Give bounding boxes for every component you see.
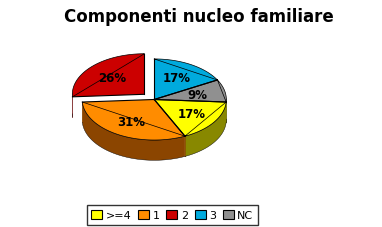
Polygon shape <box>154 81 226 103</box>
Polygon shape <box>83 100 185 141</box>
Text: 31%: 31% <box>118 115 146 128</box>
Polygon shape <box>185 103 226 157</box>
Legend: >=4, 1, 2, 3, NC: >=4, 1, 2, 3, NC <box>87 205 258 225</box>
Text: 17%: 17% <box>177 108 205 121</box>
Text: 26%: 26% <box>98 71 126 84</box>
Text: Componenti nucleo familiare: Componenti nucleo familiare <box>64 8 334 26</box>
Text: 9%: 9% <box>188 88 208 101</box>
Polygon shape <box>154 60 217 100</box>
Polygon shape <box>154 100 226 137</box>
Text: 17%: 17% <box>163 72 191 85</box>
Polygon shape <box>72 54 144 97</box>
Polygon shape <box>83 103 185 160</box>
